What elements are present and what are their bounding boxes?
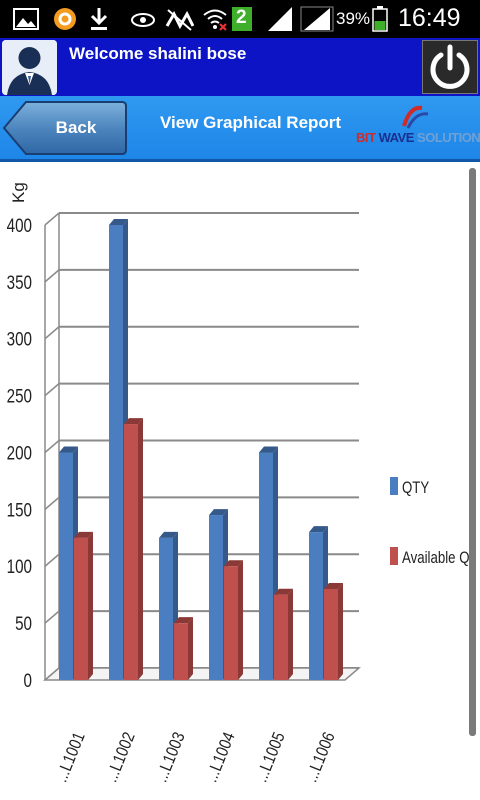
y-tick-label: 350: [7, 271, 32, 293]
x-tick-label: ...L1006: [302, 730, 339, 785]
y-tick-label: 150: [7, 499, 32, 521]
welcome-bar: Welcome shalini bose: [0, 38, 480, 96]
battery-percent: 39%: [336, 9, 371, 28]
bar-available-qty: [124, 418, 143, 680]
y-axis-label: Kg: [9, 182, 28, 203]
notification-count-badge: 2: [232, 7, 252, 31]
x-tick-label: ...L1005: [252, 730, 289, 785]
welcome-text: Welcome shalini bose: [69, 44, 247, 63]
status-bar: 2 39% 16:49: [0, 0, 480, 38]
gridline-depth: [44, 496, 60, 510]
x-tick-label: ...L1001: [52, 730, 89, 785]
company-logo: BIT WAVE SOLUTIONS: [356, 102, 480, 154]
clock: 16:49: [398, 4, 461, 32]
x-tick-label: ...L1002: [102, 730, 139, 785]
user-avatar-icon[interactable]: [2, 40, 57, 95]
y-tick-label: 200: [7, 442, 32, 464]
y-tick-label: 100: [7, 556, 32, 578]
chart-bars: [59, 219, 343, 680]
bar-chart: 0 50 100 150 200 250 300 350 400 Kg ...L1001 ...L10…: [7, 182, 470, 785]
gridline-depth: [44, 269, 60, 283]
logo-text-bit: BIT: [356, 130, 376, 145]
y-tick-label: 0: [24, 669, 32, 691]
gridline-depth: [44, 439, 60, 454]
logo-text-wave: WAVE: [378, 130, 415, 145]
bar-available-qty: [274, 588, 293, 680]
scrollbar[interactable]: [469, 168, 476, 736]
wifi-icon: [203, 9, 227, 31]
x-tick-label: ...L1003: [152, 730, 189, 785]
eye-icon: [131, 13, 155, 27]
gridline-depth: [44, 212, 60, 226]
signal-2-icon: [300, 6, 334, 32]
app-notification-icon: [54, 8, 76, 30]
gallery-icon: [13, 8, 39, 30]
logo-text-solutions: SOLUTIONS: [417, 130, 480, 145]
chart-legend: QTY Available QTY: [390, 477, 470, 567]
download-icon: [90, 8, 108, 30]
signal-icon: [268, 7, 292, 31]
legend-label: Available QTY: [402, 549, 470, 568]
y-tick-label: 250: [7, 385, 32, 407]
power-button[interactable]: [422, 40, 478, 94]
gridline-depth: [44, 326, 60, 340]
legend-swatch: [390, 477, 398, 495]
back-button-label: Back: [55, 118, 97, 137]
bar-available-qty: [74, 531, 93, 680]
battery-icon: [372, 6, 388, 32]
back-button[interactable]: Back: [2, 100, 128, 156]
bar-available-qty: [324, 583, 343, 680]
gridline-depth: [44, 610, 60, 624]
y-tick-label: 50: [15, 612, 32, 634]
y-tick-label: 400: [7, 214, 32, 236]
gridline-depth: [44, 383, 60, 397]
bar-available-qty: [174, 617, 193, 680]
legend-label: QTY: [402, 479, 429, 498]
logo-mark-icon: [402, 105, 429, 129]
x-tick-label: ...L1004: [202, 730, 239, 785]
legend-swatch: [390, 547, 398, 565]
page-title: View Graphical Report: [160, 113, 342, 132]
bar-qty: [159, 531, 178, 680]
nav-bar: Back View Graphical Report BIT WAVE SOLU…: [0, 96, 480, 162]
y-tick-label: 300: [7, 328, 32, 350]
bar-available-qty: [224, 560, 243, 680]
power-icon: [430, 44, 470, 89]
nfc-mute-icon: [165, 9, 194, 31]
gridline-depth: [44, 553, 60, 567]
